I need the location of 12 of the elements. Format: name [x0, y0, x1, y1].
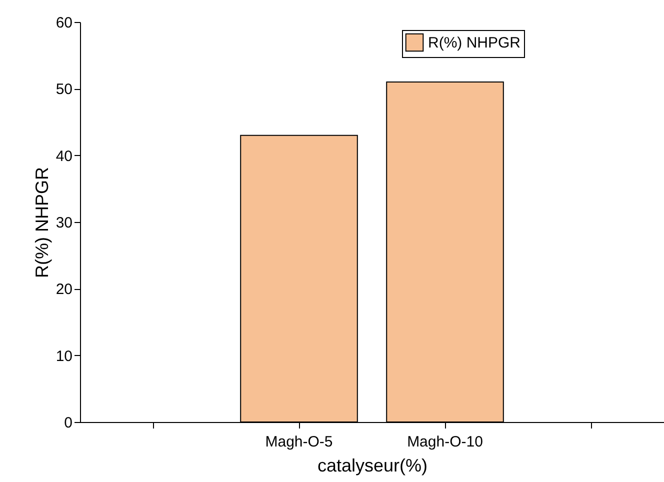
y-tick-label: 30	[56, 214, 72, 232]
y-tick-label: 50	[56, 81, 72, 98]
x-tick-label: Magh-O-10	[407, 434, 483, 450]
y-tick-label: 0	[64, 414, 72, 432]
x-tick-label: Magh-O-5	[265, 434, 333, 450]
y-tick-label: 10	[56, 348, 72, 365]
y-axis-title: R(%) NHPGR	[32, 167, 52, 278]
y-tick-label: 20	[56, 281, 72, 298]
x-axis-title: catalyseur(%)	[317, 456, 428, 476]
legend-label: R(%) NHPGR	[428, 34, 521, 52]
y-tick-label: 60	[56, 14, 72, 32]
y-tick-label: 40	[56, 148, 72, 165]
